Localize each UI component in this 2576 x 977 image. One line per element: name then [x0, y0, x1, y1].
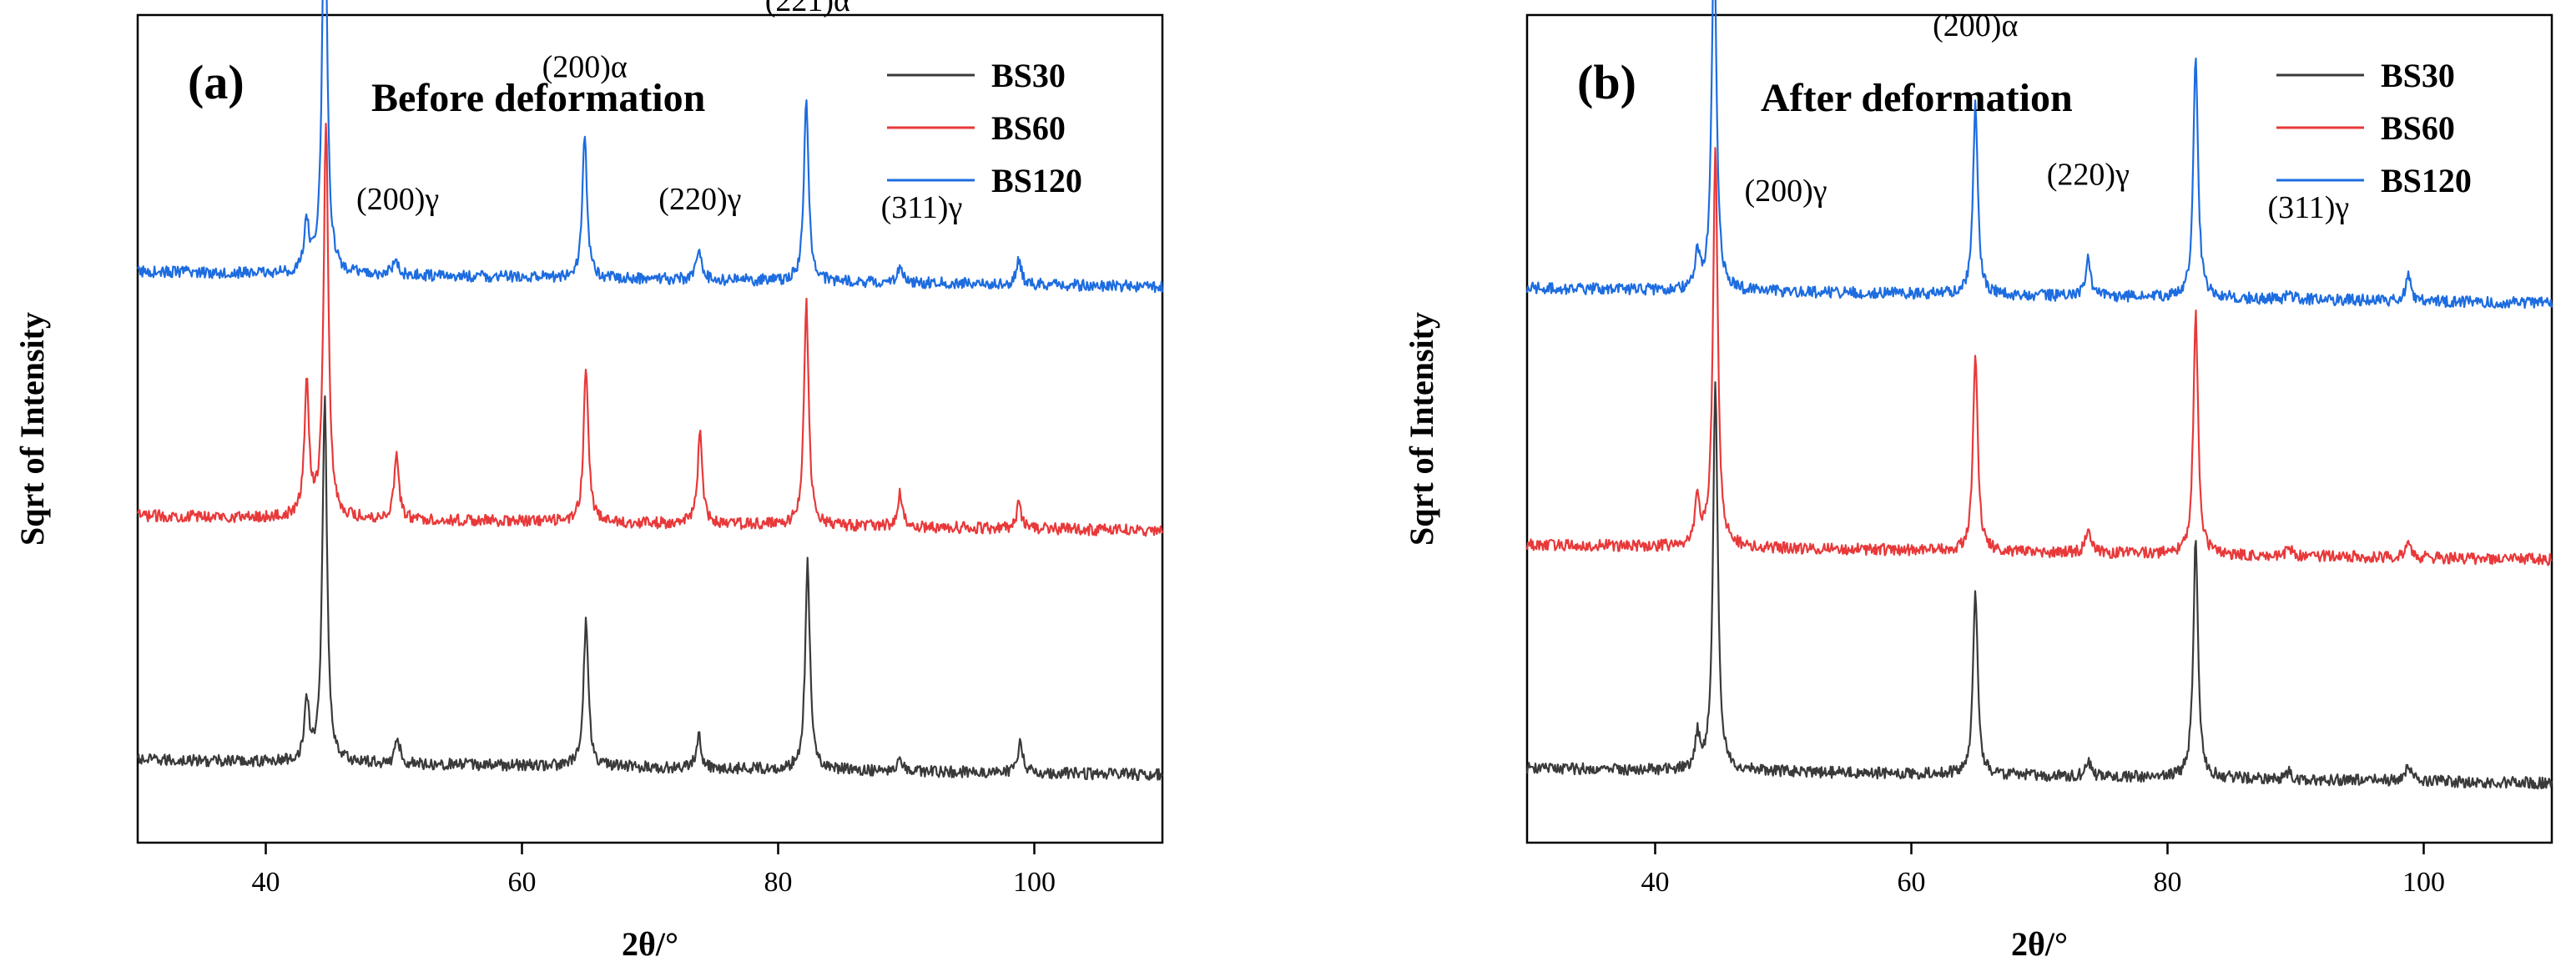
peak-annotation: (200)γ — [1745, 174, 1827, 209]
legend-label: BS120 — [991, 162, 1082, 199]
x-tick-label: 40 — [1641, 867, 1670, 898]
series-line-bs30 — [136, 395, 1164, 782]
peak-annotation: (220)γ — [658, 182, 741, 217]
peak-annotation: (200)α — [542, 49, 628, 84]
legend-label: BS120 — [2381, 162, 2472, 199]
legend-item-bs30: BS30 — [2276, 57, 2455, 94]
x-tick-label: 60 — [1898, 867, 1926, 898]
panel-title: After deformation — [1761, 76, 2073, 120]
x-tick-label: 100 — [2402, 867, 2445, 898]
x-axis-label: 2θ/° — [2011, 925, 2068, 963]
series-line-bs120 — [136, 0, 1164, 294]
y-axis-label: Sqrt of Intensity — [1403, 312, 1440, 546]
legend-item-bs60: BS60 — [887, 109, 1066, 147]
x-axis-label: 2θ/° — [622, 925, 678, 963]
legend-item-bs120: BS120 — [2276, 162, 2472, 199]
panel-label: (a) — [188, 55, 244, 109]
series-line-bs60 — [136, 123, 1164, 537]
x-tick-label: 80 — [2154, 867, 2182, 898]
peak-annotation: (311)γ — [2267, 190, 2349, 225]
series-line-bs120 — [1525, 0, 2553, 310]
peak-annotation: (311)γ — [881, 190, 963, 225]
legend-item-bs120: BS120 — [887, 162, 1082, 199]
x-tick-label: 60 — [508, 867, 537, 898]
plot-frame — [136, 13, 1164, 844]
legend-label: BS30 — [2381, 57, 2455, 94]
panel-a: 40 60 80 100 2θ/° Sqrt of Intensity (200)γ (200… — [13, 0, 1164, 963]
legend-item-bs30: BS30 — [887, 57, 1066, 94]
plot-frame — [1525, 13, 2553, 844]
peak-annotation: (200)α — [1933, 8, 2018, 43]
legend-label: BS60 — [2381, 109, 2455, 147]
panel-b: 40 60 80 100 2θ/° Sqrt of Intensity (200)γ (200… — [1403, 0, 2553, 963]
legend-label: BS30 — [991, 57, 1066, 94]
x-tick-label: 80 — [764, 867, 793, 898]
peak-annotation: (220)γ — [2047, 157, 2130, 192]
panel-title: Before deformation — [371, 76, 705, 120]
legend-label: BS60 — [991, 109, 1066, 147]
legend-item-bs60: BS60 — [2276, 109, 2455, 147]
peak-annotation: (200)γ — [356, 182, 439, 217]
x-tick-label: 40 — [252, 867, 280, 898]
peak-annotation: (221)α — [765, 0, 850, 18]
series-line-bs30 — [1525, 381, 2553, 790]
x-tick-label: 100 — [1013, 867, 1056, 898]
panel-label: (b) — [1577, 55, 1636, 109]
series-line-bs60 — [1525, 147, 2553, 567]
y-axis-label: Sqrt of Intensity — [13, 312, 51, 546]
